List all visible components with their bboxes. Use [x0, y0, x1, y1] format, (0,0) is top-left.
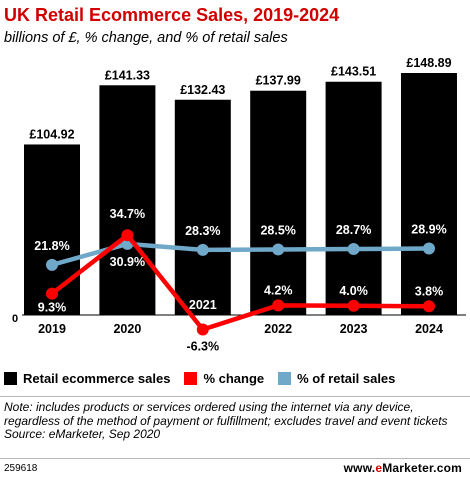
change-series-point-2024 — [423, 300, 435, 313]
share-label-2019: 21.8% — [34, 239, 69, 253]
legend-label-share: % of retail sales — [297, 371, 396, 386]
share-series-point-2021 — [196, 243, 209, 256]
legend-label-change: % change — [203, 371, 265, 386]
change-series-line — [50, 232, 430, 332]
change-label-2021: -6.3% — [186, 339, 219, 353]
chart-note: Note: includes products or services orde… — [4, 400, 448, 428]
change-label-2024: 3.8% — [415, 284, 444, 298]
divider-top — [0, 396, 470, 397]
change-series-point-2019 — [46, 287, 58, 300]
chart-note-block: Note: includes products or services orde… — [4, 400, 466, 442]
x-tick-2022: 2022 — [264, 322, 292, 336]
share-label-2020: 30.9% — [110, 255, 145, 269]
bar-label-2020: £141.33 — [105, 68, 150, 82]
x-tick-2019: 2019 — [38, 322, 66, 336]
change-series-point-2023 — [347, 299, 360, 312]
chart-source: Source: eMarketer, Sep 2020 — [4, 427, 161, 441]
change-series-point-2021 — [196, 323, 209, 336]
x-tick-2020: 2020 — [113, 322, 141, 336]
bar-label-2024: £148.89 — [406, 56, 451, 70]
bar-2022 — [250, 90, 307, 316]
change-series-point-2020 — [121, 229, 134, 242]
change-label-2019: 9.3% — [38, 301, 67, 315]
legend-swatch-change — [184, 372, 198, 385]
brand-logo: www.eMarketer.com — [343, 461, 462, 475]
x-tick-2021: 2021 — [189, 298, 217, 312]
divider-bottom — [0, 458, 470, 459]
chart-title: UK Retail Ecommerce Sales, 2019-2024 — [4, 5, 340, 25]
bar-2021 — [174, 99, 231, 315]
legend-label-sales: Retail ecommerce sales — [23, 371, 171, 386]
share-label-2022: 28.5% — [260, 223, 295, 237]
share-label-2021: 28.3% — [185, 224, 220, 238]
bar-2019 — [24, 144, 80, 315]
chart-id: 259618 — [4, 463, 38, 474]
change-label-2020: 34.7% — [110, 207, 145, 221]
chart-legend: Retail ecommerce sales % change % of ret… — [4, 371, 409, 386]
share-series-point-2019 — [46, 258, 58, 271]
legend-swatch-sales — [4, 372, 17, 385]
legend-item-change: % change — [184, 371, 264, 386]
legend-item-share: % of retail sales — [278, 371, 395, 386]
bar-2023 — [325, 81, 382, 315]
bar-2024 — [401, 73, 457, 315]
bar-label-2023: £143.51 — [331, 65, 376, 79]
change-label-2022: 4.2% — [264, 283, 293, 297]
x-tick-2024: 2024 — [415, 322, 443, 336]
share-series-point-2023 — [347, 242, 360, 255]
change-series-point-2022 — [272, 299, 285, 312]
chart-plot: 0 £104.92 £141.33 £132.43 £137.99 £143.51 £148… — [12, 56, 466, 353]
share-label-2024: 28.9% — [411, 223, 446, 237]
legend-item-sales: Retail ecommerce sales — [4, 371, 170, 386]
x-tick-2023: 2023 — [340, 322, 368, 336]
bar-2020 — [99, 85, 156, 316]
share-series-point-2024 — [423, 242, 435, 255]
legend-swatch-share — [278, 372, 292, 385]
bar-label-2019: £104.92 — [29, 127, 74, 141]
share-series-point-2022 — [272, 243, 285, 256]
y-axis-zero-label: 0 — [12, 313, 18, 325]
bar-label-2022: £137.99 — [256, 74, 301, 88]
share-label-2023: 28.7% — [336, 223, 371, 237]
bar-label-2021: £132.43 — [180, 83, 225, 97]
change-label-2023: 4.0% — [339, 284, 368, 298]
chart-subtitle: billions of £, % change, and % of retail… — [4, 30, 288, 46]
